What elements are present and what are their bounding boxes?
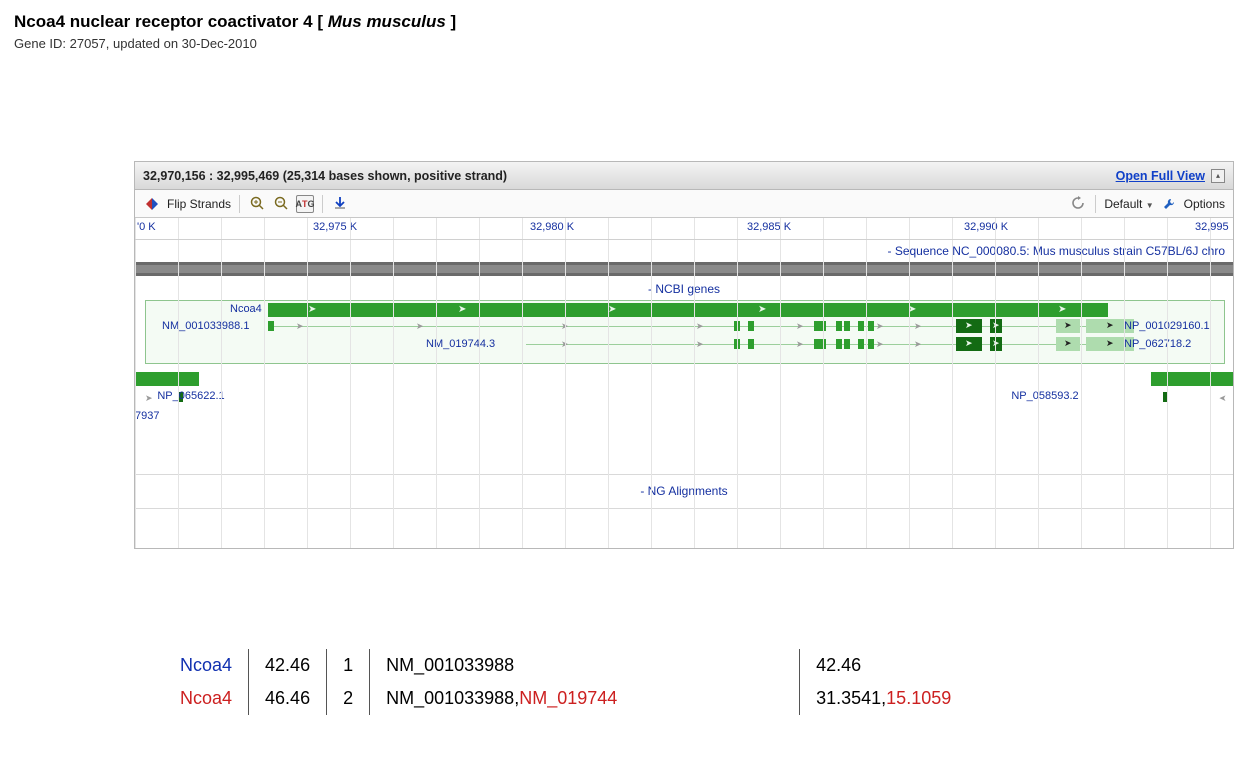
track-divider <box>135 474 1233 475</box>
gene-name: nuclear receptor coactivator 4 <box>70 12 313 31</box>
cell-transcripts: NM_001033988 <box>370 649 800 682</box>
ruler-tick: 32,990 K <box>964 221 1008 233</box>
cell-value: 46.46 <box>249 682 327 715</box>
ruler[interactable]: '0 K32,975 K32,980 K32,985 K32,990 K32,9… <box>135 218 1233 240</box>
cell-count: 2 <box>327 682 370 715</box>
gene-symbol: Ncoa4 <box>14 12 65 31</box>
neighbor-gene-left[interactable]: NP_065622.1 ➤ 00417937 <box>135 372 335 436</box>
ruler-tick: 32,995 <box>1195 221 1229 233</box>
species: Mus musculus <box>328 12 446 31</box>
cell-right: 42.46 <box>800 649 968 682</box>
gene-track: - NCBI genes Ncoa4 ➤➤➤➤➤➤ NM_001033988.1… <box>135 282 1233 442</box>
page-title: Ncoa4 nuclear receptor coactivator 4 [ M… <box>14 12 1222 32</box>
track-area[interactable]: - Sequence NC_000080.5: Mus musculus str… <box>135 240 1233 548</box>
gene-label[interactable]: Ncoa4 <box>230 303 262 315</box>
track-divider <box>135 508 1233 509</box>
neighbor-left-protein: NP_065622.1 <box>157 390 224 402</box>
zoom-out-icon[interactable] <box>272 195 290 213</box>
cell-value: 42.46 <box>249 649 327 682</box>
chevron-down-icon: ▼ <box>1146 201 1154 210</box>
separator <box>322 195 323 213</box>
cell-right: 31.3541,15.1059 <box>800 682 968 715</box>
zoom-in-icon[interactable] <box>248 195 266 213</box>
open-full-view-link[interactable]: Open Full View <box>1116 169 1205 183</box>
sequence-track: - Sequence NC_000080.5: Mus musculus str… <box>135 244 1233 260</box>
expression-table: Ncoa442.461NM_00103398842.46Ncoa446.462N… <box>164 649 967 715</box>
cell-gene: Ncoa4 <box>164 682 249 715</box>
ng-label: - NG Alignments <box>640 484 727 498</box>
collapse-icon[interactable]: ▴ <box>1211 169 1225 183</box>
viewer-header: 32,970,156 : 32,995,469 (25,314 bases sh… <box>135 162 1233 190</box>
flip-strands-icon[interactable] <box>143 195 161 213</box>
table-row: Ncoa446.462NM_001033988,NM_01974431.3541… <box>164 682 967 715</box>
cell-gene: Ncoa4 <box>164 649 249 682</box>
transcript-label[interactable]: NM_001033988.1 <box>162 320 249 332</box>
viewer-toolbar: Flip Strands ATG Default ▼ Options <box>135 190 1233 218</box>
sequence-viewer: 32,970,156 : 32,995,469 (25,314 bases sh… <box>134 161 1234 549</box>
separator <box>239 195 240 213</box>
default-menu[interactable]: Default ▼ <box>1104 197 1153 211</box>
protein-label[interactable]: NP_062718.2 <box>1124 338 1191 350</box>
sequence-label: - Sequence NC_000080.5: Mus musculus str… <box>887 244 1225 258</box>
ruler-tick: '0 K <box>137 221 156 233</box>
neighbor-gene-right[interactable]: NP_058593.2 ➤ <box>1043 372 1233 436</box>
cell-count: 1 <box>327 649 370 682</box>
ruler-tick: 32,985 K <box>747 221 791 233</box>
neighbor-left-bar <box>135 372 199 386</box>
neighbor-left-code: 00417937 <box>135 410 159 422</box>
neighbor-right-protein: NP_058593.2 <box>1011 390 1078 402</box>
download-icon[interactable] <box>331 195 349 213</box>
ng-alignments-track: - NG Alignments <box>135 484 1233 502</box>
flip-strands-button[interactable]: Flip Strands <box>167 197 231 211</box>
range-text: 32,970,156 : 32,995,469 (25,314 bases sh… <box>143 169 1116 183</box>
options-wrench-icon[interactable] <box>1160 195 1178 213</box>
options-button[interactable]: Options <box>1184 197 1225 211</box>
atg-icon[interactable]: ATG <box>296 195 314 213</box>
gene-bar[interactable]: ➤➤➤➤➤➤ <box>268 303 1108 317</box>
neighbor-right-bar <box>1151 372 1233 386</box>
ruler-tick: 32,980 K <box>530 221 574 233</box>
repeat-band <box>135 262 1233 276</box>
separator <box>1095 195 1096 213</box>
genes-track-label: - NCBI genes <box>648 282 720 296</box>
cell-transcripts: NM_001033988,NM_019744 <box>370 682 800 715</box>
table-row: Ncoa442.461NM_00103398842.46 <box>164 649 967 682</box>
gene-id-line: Gene ID: 27057, updated on 30-Dec-2010 <box>14 36 1222 51</box>
reload-icon[interactable] <box>1069 195 1087 213</box>
